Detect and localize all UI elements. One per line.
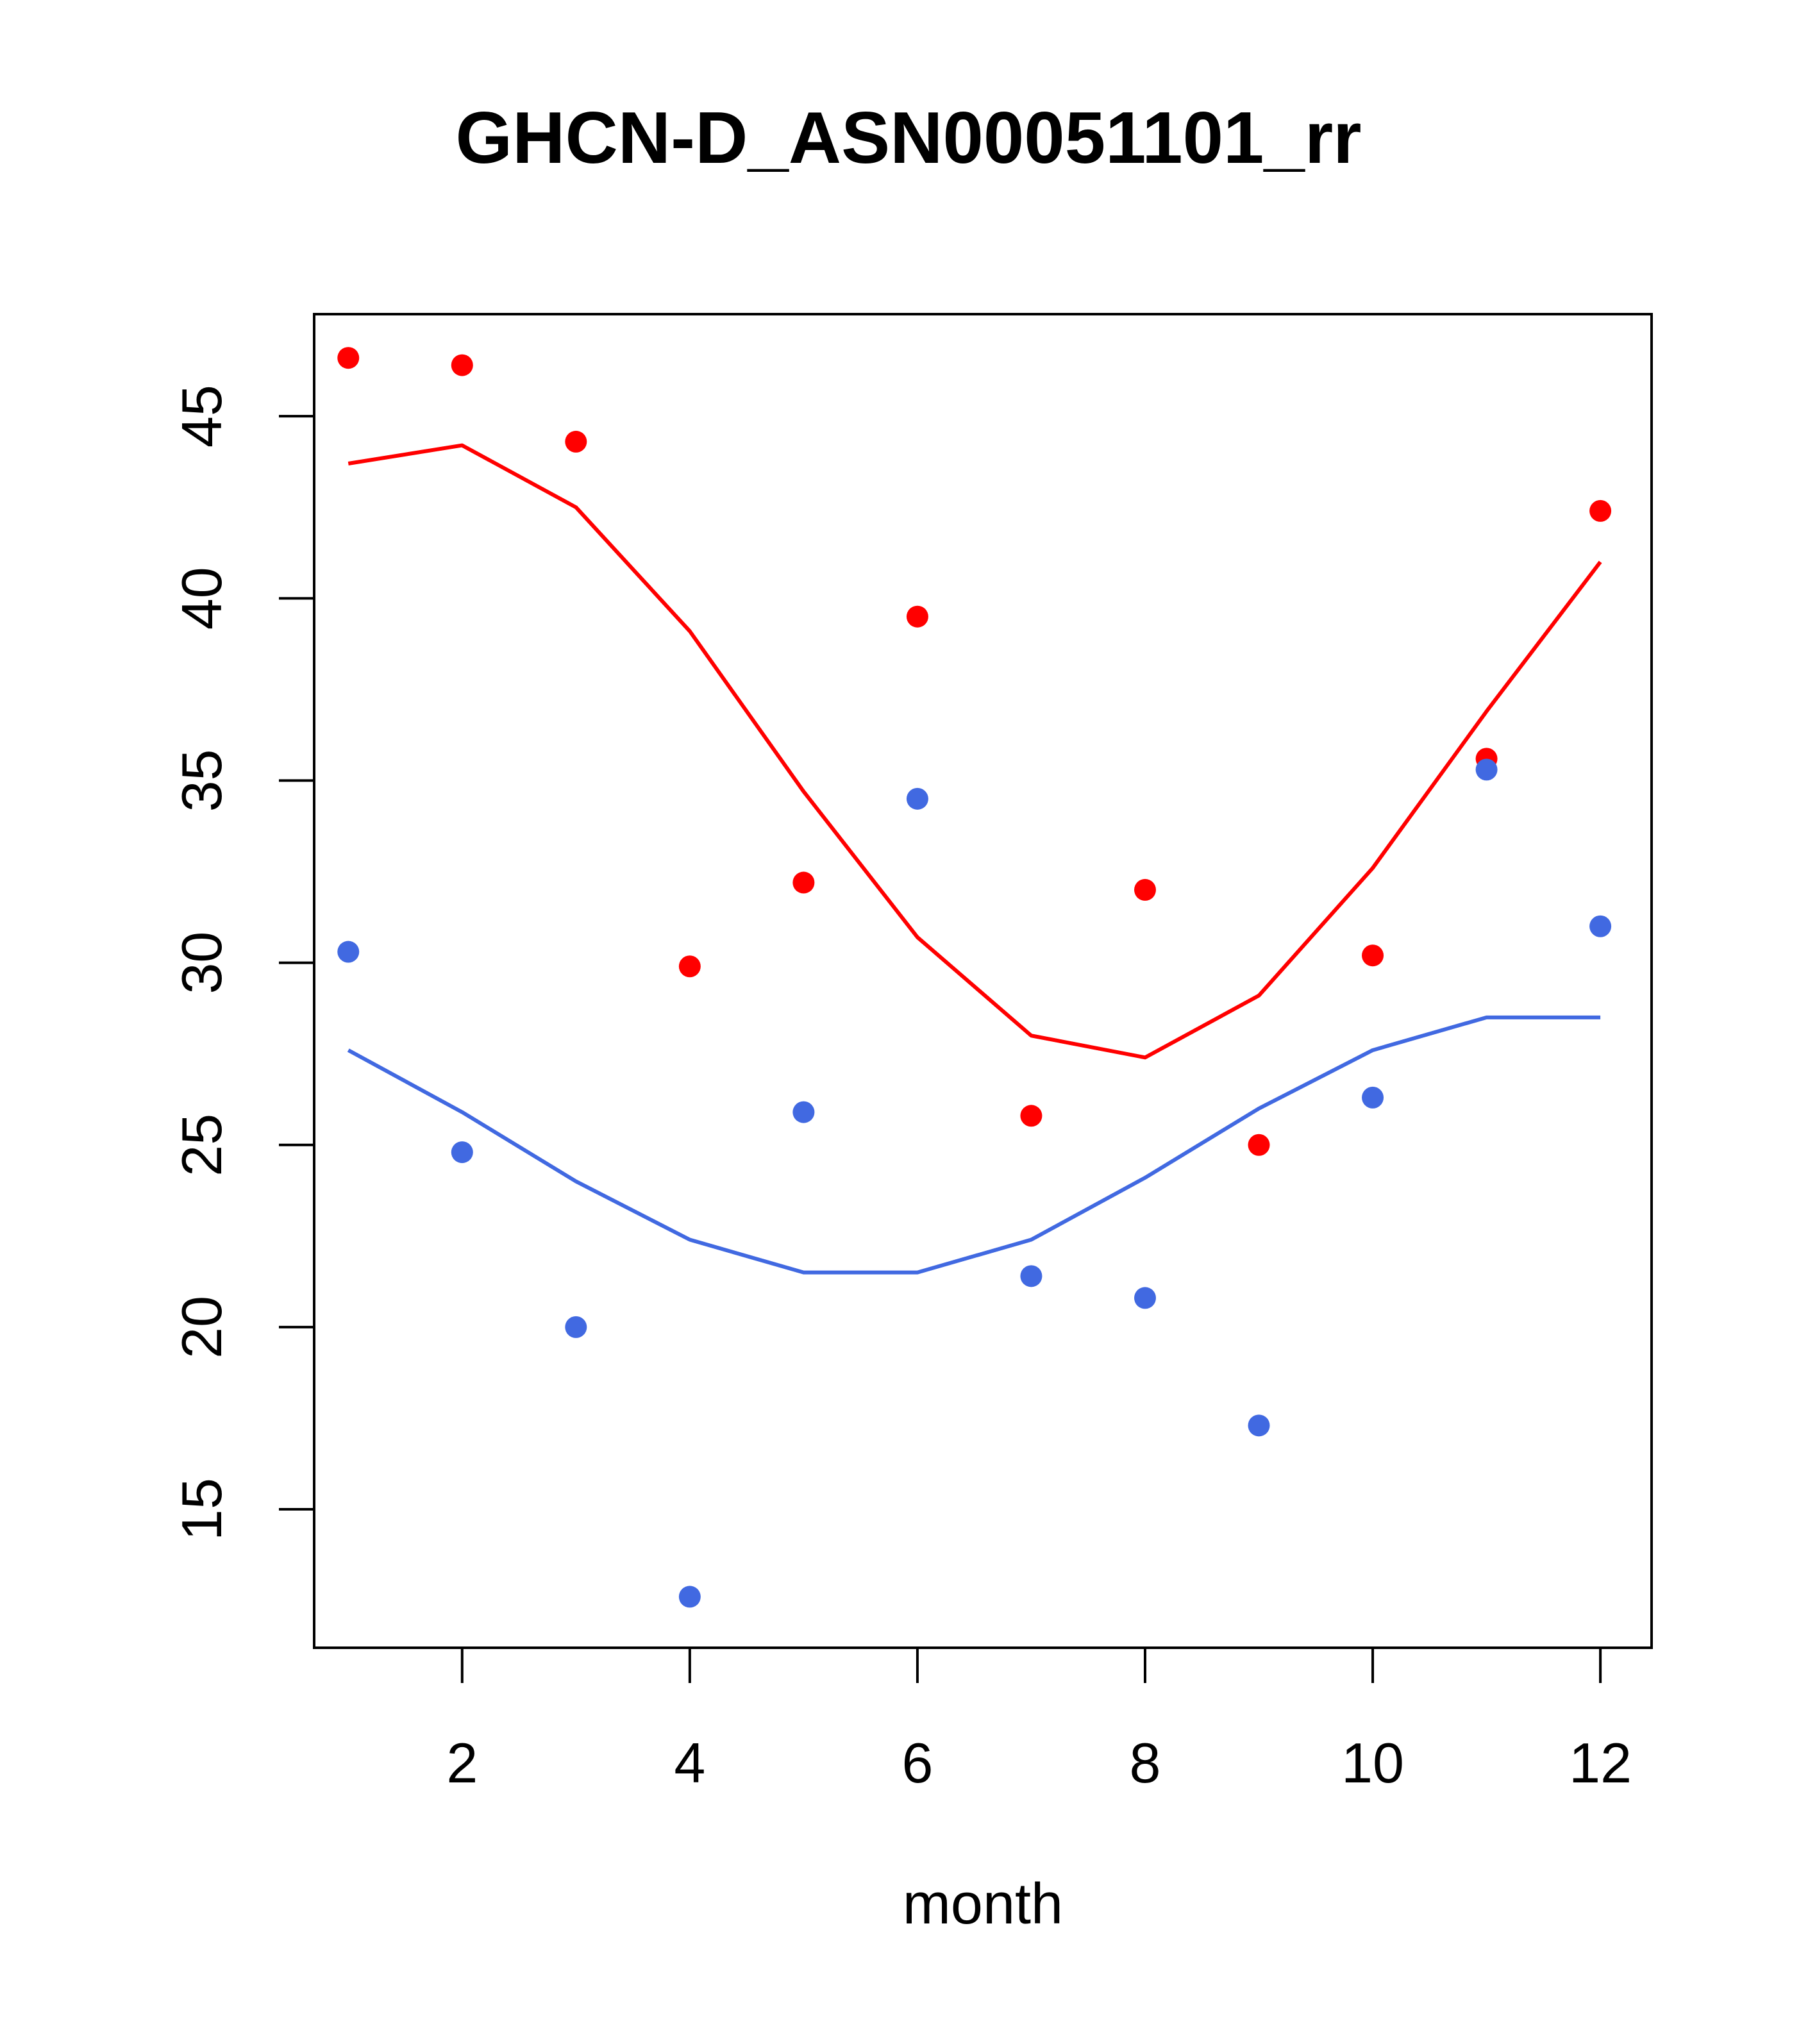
- series-0-point: [906, 605, 928, 628]
- y-tick-label: 15: [170, 1478, 233, 1541]
- series-1-point: [1475, 758, 1498, 781]
- x-tick-label: 12: [1569, 1731, 1632, 1795]
- series-0-point: [1020, 1105, 1042, 1127]
- x-tick-label: 4: [674, 1731, 705, 1795]
- series-0-point: [1362, 944, 1384, 967]
- y-tick-label: 35: [170, 749, 233, 812]
- x-tick-label: 8: [1130, 1731, 1161, 1795]
- series-0-point: [565, 430, 587, 453]
- series-1-point: [1589, 915, 1612, 937]
- y-tick-label: 45: [170, 385, 233, 448]
- series-1-point: [792, 1101, 815, 1123]
- y-tick-label: 30: [170, 932, 233, 994]
- x-axis: 2 4 6 8 10 12: [446, 1646, 1632, 1795]
- y-tick-label: 25: [170, 1114, 233, 1177]
- series-1-point: [678, 1586, 701, 1608]
- y-tick-label: 20: [170, 1296, 233, 1359]
- series-layer: [337, 347, 1612, 1608]
- x-tick-label: 2: [446, 1731, 478, 1795]
- series-1-point: [1362, 1086, 1384, 1109]
- series-0-point: [678, 955, 701, 978]
- x-tick-label: 10: [1341, 1731, 1404, 1795]
- chart-title: GHCN-D_ASN00051101_rr: [455, 97, 1361, 179]
- plot-frame: [313, 313, 1653, 1649]
- x-tick-label: 6: [901, 1731, 933, 1795]
- x-axis-label: month: [903, 1872, 1063, 1936]
- series-2-line: [347, 443, 1602, 1060]
- series-1-point: [1134, 1287, 1156, 1309]
- series-1-point: [1020, 1265, 1042, 1287]
- series-1-point: [1248, 1414, 1270, 1437]
- series-0-point: [1134, 878, 1156, 901]
- series-1-point: [565, 1316, 587, 1338]
- series-0-point: [792, 871, 815, 894]
- series-1-point: [451, 1141, 473, 1164]
- y-axis: 15 20 25 30 35 40 45: [170, 385, 315, 1541]
- series-1-point: [337, 941, 360, 963]
- y-tick-label: 40: [170, 567, 233, 630]
- series-0-point: [1589, 499, 1612, 522]
- series-0-point: [337, 347, 360, 369]
- series-0-point: [451, 354, 473, 376]
- series-1-point: [906, 787, 928, 810]
- series-0-point: [1248, 1134, 1270, 1156]
- series-3-line: [347, 1015, 1601, 1275]
